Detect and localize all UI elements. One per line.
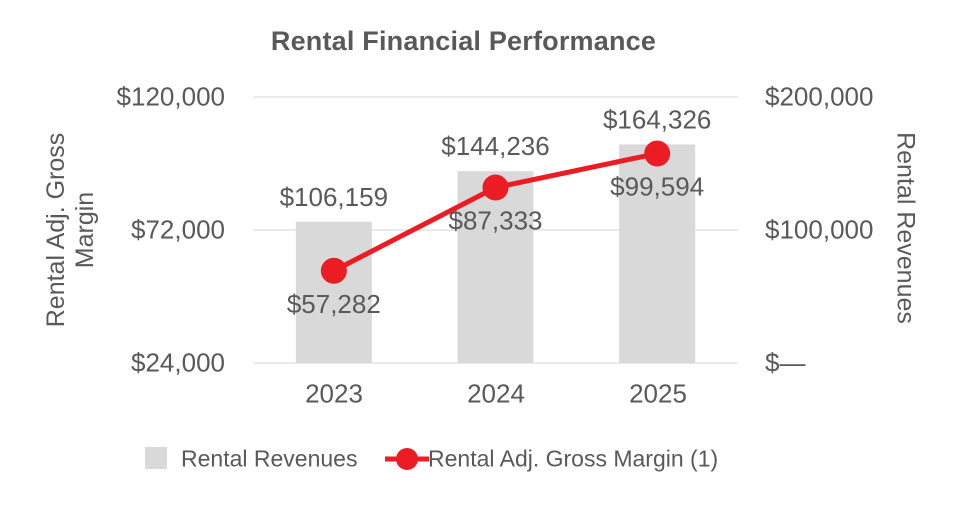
legend-label-rental-revenues: Rental Revenues: [181, 445, 358, 472]
margin-point-2025: [644, 140, 671, 167]
x-label-2024: 2024: [467, 378, 525, 409]
margin-label-2023: $57,282: [287, 289, 381, 319]
x-label-2025: 2025: [629, 378, 687, 409]
revenue-bar-2023: [295, 221, 372, 363]
legend-label-gross-margin: Rental Adj. Gross Margin (1): [428, 445, 719, 472]
right-axis-tick-top: $200,000: [765, 81, 874, 112]
margin-point-2023: [320, 257, 347, 284]
legend-line-marker-icon: [385, 448, 429, 470]
chart-title: Rental Financial Performance: [270, 26, 657, 56]
margin-label-2024: $87,333: [449, 206, 543, 236]
left-axis-tick-bottom: $24,000: [131, 347, 225, 378]
revenue-label-2025: $164,326: [603, 104, 711, 134]
revenue-label-2023: $106,159: [280, 182, 388, 212]
right-axis-tick-middle: $100,000: [765, 214, 874, 245]
x-label-2023: 2023: [305, 378, 363, 409]
revenue-label-2024: $144,236: [441, 131, 549, 161]
margin-label-2025: $99,594: [610, 172, 704, 202]
left-axis-tick-top: $120,000: [116, 81, 225, 112]
right-axis-tick-bottom: $—: [765, 347, 806, 378]
legend-bar-swatch: [145, 447, 167, 469]
left-axis-tick-middle: $72,000: [131, 214, 225, 245]
revenue-bar-2025: [619, 144, 696, 363]
margin-point-2024: [482, 174, 509, 201]
